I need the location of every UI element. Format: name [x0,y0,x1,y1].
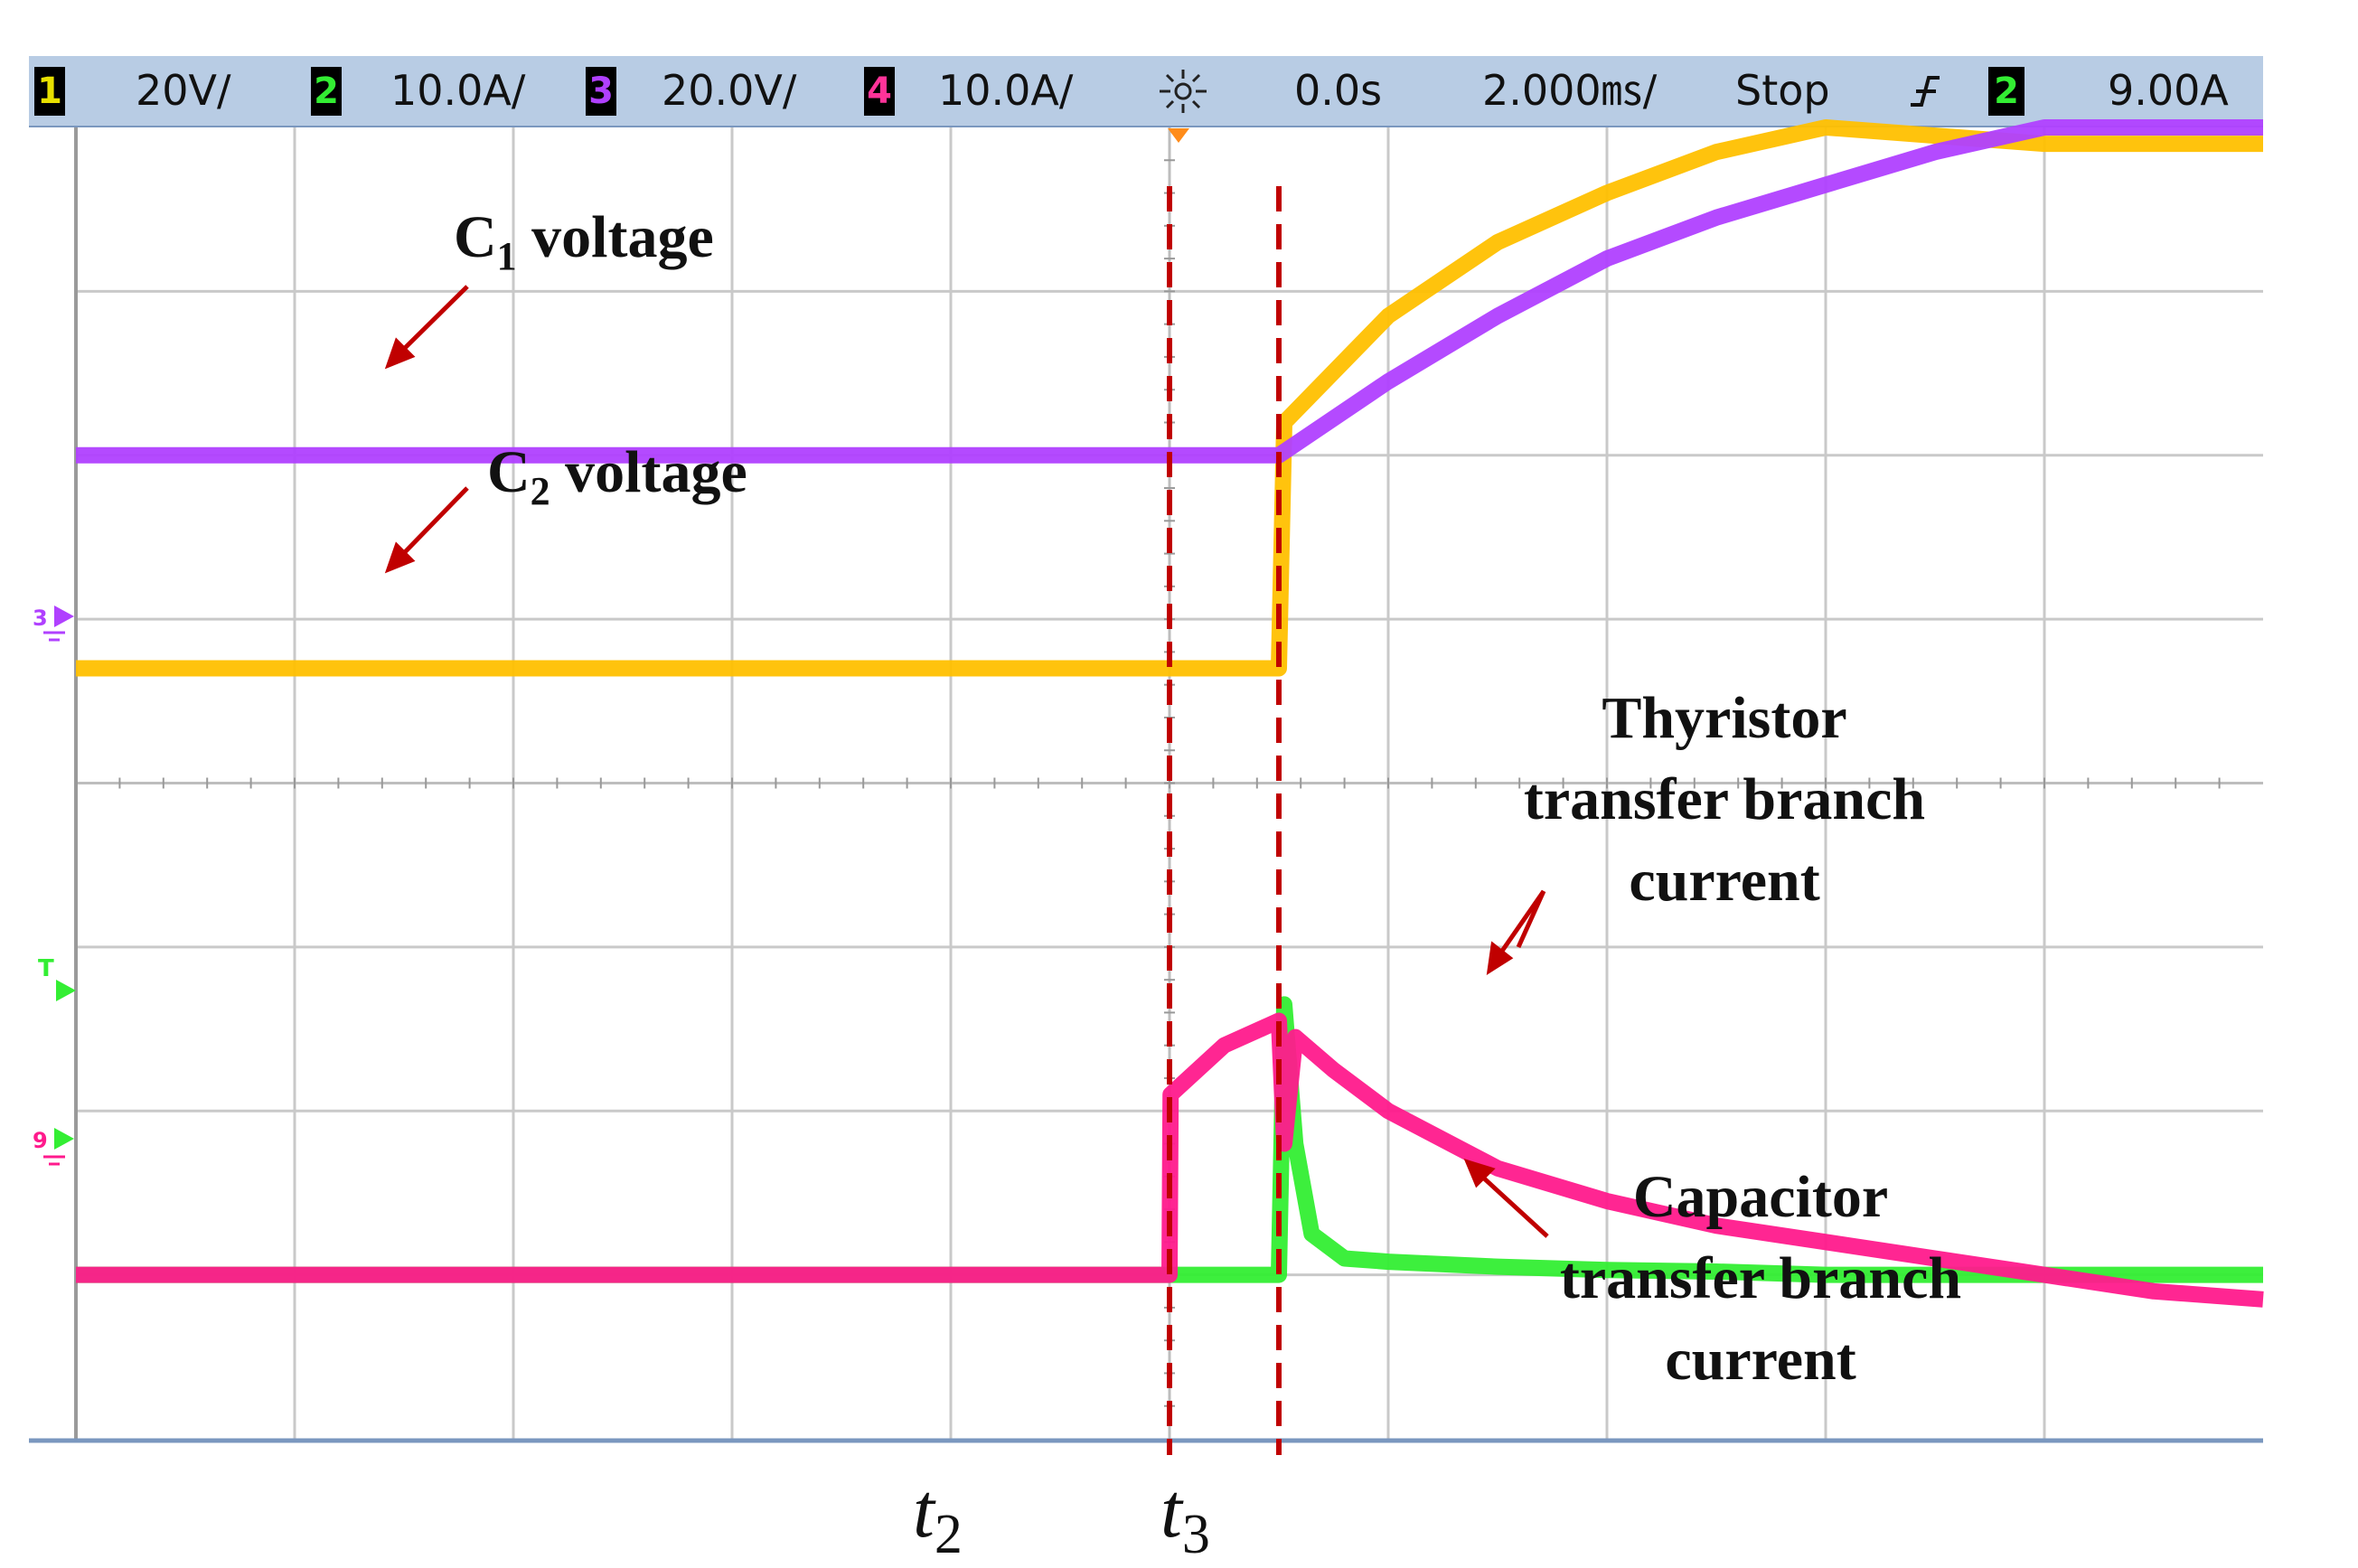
time-marker-labels: t2 t3 [913,1467,1210,1565]
channel-4-scale: 10.0A/ [938,66,1074,115]
channel-4-number: 4 [867,70,892,112]
channel-2-scale: 10.0A/ [390,66,526,115]
graticule [29,127,2263,1443]
channel-4-badge[interactable]: 4 [864,67,895,116]
capacitor-arrowhead [1463,1159,1496,1188]
run-state[interactable]: Stop [1735,66,1830,115]
annotation-arrows [384,285,1549,1238]
trigger-position-marker[interactable] [1168,128,1189,143]
c1-arrowhead [384,337,416,370]
thyristor-label-line-1: Thyristor [1602,685,1846,751]
trace-annotations: C1 voltage C2 voltage Thyristor transfer… [454,204,1961,1393]
trigger-source-badge[interactable]: 2 [1988,67,2024,116]
trigger-source-number: 2 [1994,70,2019,112]
side-markers: 3 T 9 [33,128,1189,1166]
ch3-ground-label: 3 [33,606,48,631]
thyristor-arrow [1496,889,1546,958]
channel-1-badge[interactable]: 1 [34,67,65,116]
t3-label: t3 [1160,1467,1210,1565]
trace-c1-voltage [76,119,2263,464]
channel-1-number: 1 [37,70,62,112]
channel-3-number: 3 [588,70,614,112]
channel-2-number: 2 [314,70,339,112]
c2-voltage-label: C2 voltage [487,439,747,513]
oscilloscope-status-bar: 1 20V/ 2 10.0A/ 3 20.0V/ 4 10.0A/ 0.0s 2… [29,56,2263,127]
channel-2-badge[interactable]: 2 [311,67,342,116]
trace-thyristor-transfer-branch-current [76,1012,2264,1308]
time-marker-lines [1167,186,1282,1455]
capacitor-arrow [1480,1175,1549,1238]
capacitor-label-line-1: Capacitor [1633,1164,1888,1230]
capacitor-label-line-3: current [1665,1327,1855,1393]
thyristor-label-line-2: transfer branch [1524,766,1925,832]
ch24-ground-marker[interactable]: 9 [33,1128,74,1166]
timebase[interactable]: 2.000㎳/ [1482,66,1658,115]
trigger-marker-label: T [38,955,54,982]
trigger-level[interactable]: 9.00A [2108,66,2229,115]
rising-edge-icon[interactable] [1907,69,1943,114]
channel-1-scale: 20V/ [136,66,231,115]
trigger-star-icon[interactable] [1153,67,1213,116]
trace-c2-voltage [76,119,2263,677]
c1-arrow [400,285,469,352]
c2-arrow [400,486,469,557]
ch24-ground-label: 9 [33,1128,48,1153]
time-offset[interactable]: 0.0s [1294,66,1383,115]
c2-arrowhead [384,541,416,574]
t2-label: t2 [913,1467,963,1565]
channel-3-scale: 20.0V/ [662,66,797,115]
thyristor-label-line-3: current [1629,848,1819,914]
c1-voltage-label: C1 voltage [454,204,714,278]
trigger-level-marker[interactable]: T [38,955,76,1001]
thyristor-arrowhead [1486,941,1514,976]
capacitor-label-line-2: transfer branch [1560,1245,1961,1311]
channel-3-badge[interactable]: 3 [586,67,616,116]
ch3-ground-marker[interactable]: 3 [33,606,74,642]
